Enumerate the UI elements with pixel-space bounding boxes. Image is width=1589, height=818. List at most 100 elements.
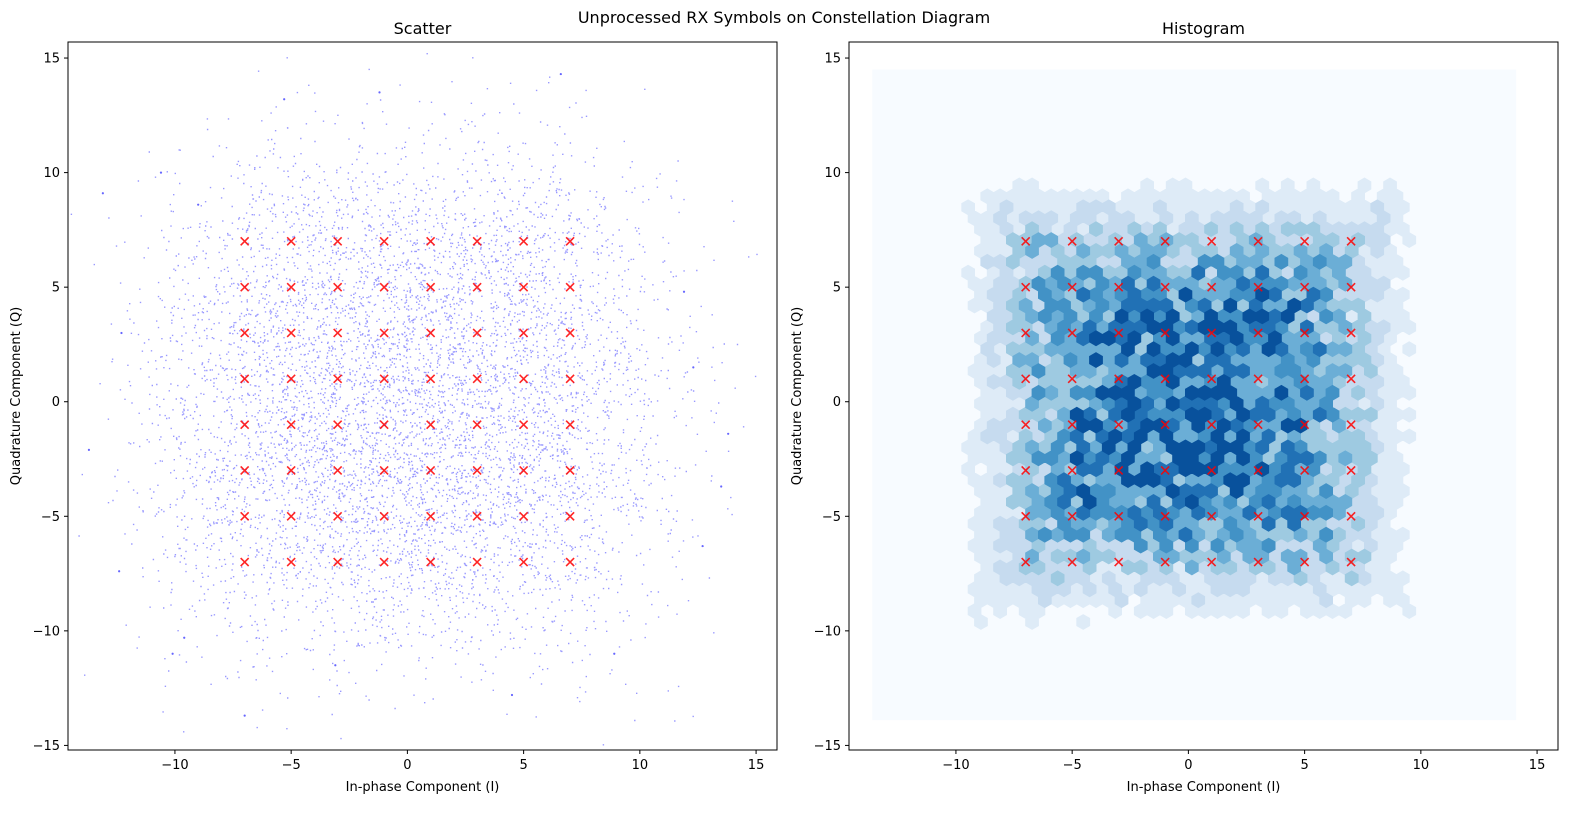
y-tick-label: 15	[824, 52, 841, 67]
reference-point-marker	[333, 557, 343, 567]
reference-point-marker	[1160, 465, 1170, 476]
reference-point-marker	[1114, 282, 1124, 292]
scatter-x-axis-label: In-phase Component (I)	[346, 780, 500, 795]
reference-point-marker	[379, 511, 389, 521]
reference-point-marker	[1253, 420, 1263, 430]
reference-point-marker	[426, 465, 436, 476]
reference-point-marker	[472, 420, 482, 430]
reference-point-marker	[519, 328, 529, 338]
reference-point-marker	[379, 374, 389, 384]
hexbin-density-level-1	[961, 177, 1417, 630]
outlier-point	[559, 72, 562, 76]
outlier-point	[283, 98, 286, 101]
histogram-axes-frame	[848, 41, 1559, 751]
reference-point-marker	[1067, 511, 1077, 521]
reference-point-marker	[1114, 328, 1124, 338]
outlier-point	[183, 636, 186, 639]
reference-point-marker	[1114, 420, 1124, 430]
outlier-point	[243, 714, 246, 717]
reference-point-marker	[379, 282, 389, 292]
reference-point-marker	[286, 511, 296, 521]
reference-point-marker	[565, 511, 575, 521]
reference-point-marker	[1114, 465, 1124, 476]
reference-point-marker	[1346, 328, 1356, 338]
reference-point-marker	[1160, 511, 1170, 521]
reference-point-marker	[333, 374, 343, 384]
reference-point-marker	[1300, 282, 1310, 292]
reference-point-marker	[1067, 420, 1077, 430]
reference-point-marker	[333, 465, 343, 476]
reference-point-marker	[1021, 328, 1031, 338]
reference-point-marker	[1021, 557, 1031, 567]
reference-point-marker	[1346, 557, 1356, 567]
reference-point-marker	[1021, 236, 1031, 246]
reference-point-marker	[379, 328, 389, 338]
reference-point-marker	[1160, 557, 1170, 567]
scatter-reference-points	[240, 236, 575, 567]
reference-point-marker	[1021, 374, 1031, 384]
reference-point-marker	[1067, 282, 1077, 292]
outlier-point	[378, 91, 381, 94]
reference-point-marker	[1207, 465, 1217, 476]
outlier-point	[334, 664, 337, 667]
scatter-panel: −10 −5 0 5 10 15 −15 −10 −5 0 5 10 15 Scatter In-ph…	[9, 19, 778, 795]
hexbin-density-level-7	[1069, 286, 1308, 510]
y-tick-label: 0	[833, 395, 841, 410]
reference-point-marker	[472, 511, 482, 521]
reference-point-marker	[333, 236, 343, 246]
figure-suptitle: Unprocessed RX Symbols on Constellation …	[578, 8, 990, 27]
scatter-axes-frame	[67, 41, 778, 751]
x-tick-label: 0	[403, 758, 411, 773]
reference-point-marker	[240, 236, 250, 246]
reference-point-marker	[333, 511, 343, 521]
reference-point-marker	[1346, 282, 1356, 292]
outlier-point	[701, 544, 704, 548]
y-tick-label: −10	[814, 624, 841, 639]
reference-point-marker	[1067, 236, 1077, 246]
hexbin-density-level-4	[1012, 232, 1353, 576]
histogram-panel: −10 −5 0 5 10 15 −15 −10 −5 0 5 10 15 Histogram In-…	[790, 19, 1559, 795]
reference-point-marker	[426, 511, 436, 521]
reference-point-marker	[1253, 465, 1263, 476]
reference-point-marker	[1114, 511, 1124, 521]
reference-point-marker	[426, 282, 436, 292]
reference-point-marker	[1207, 511, 1217, 521]
reference-point-marker	[240, 511, 250, 521]
reference-point-marker	[240, 420, 250, 430]
reference-point-marker	[519, 374, 529, 384]
reference-point-marker	[1067, 465, 1077, 476]
reference-point-marker	[1300, 511, 1310, 521]
reference-point-marker	[1021, 282, 1031, 292]
scatter-marks	[70, 53, 758, 746]
reference-point-marker	[1021, 511, 1031, 521]
reference-point-marker	[1160, 328, 1170, 338]
reference-point-marker	[519, 282, 529, 292]
histogram-reference-points	[1021, 236, 1356, 567]
outlier-point	[159, 171, 163, 174]
reference-point-marker	[519, 420, 529, 430]
reference-point-marker	[379, 465, 389, 476]
x-tick-label: 10	[1413, 758, 1430, 773]
reference-point-marker	[519, 236, 529, 246]
reference-point-marker	[1253, 511, 1263, 521]
reference-point-marker	[1300, 374, 1310, 384]
x-tick-label: −5	[282, 758, 301, 773]
reference-point-marker	[1253, 328, 1263, 338]
y-tick-label: 5	[52, 281, 60, 296]
reference-point-marker	[240, 374, 250, 384]
reference-point-marker	[240, 465, 250, 476]
reference-point-marker	[519, 557, 529, 567]
outlier-point	[197, 203, 200, 206]
outlier-point	[87, 448, 91, 451]
scatter-title: Scatter	[394, 19, 452, 38]
reference-point-marker	[565, 557, 575, 567]
reference-point-marker	[1346, 236, 1356, 246]
histogram-title: Histogram	[1162, 19, 1245, 38]
hexbin-density-level-6	[1057, 264, 1327, 543]
reference-point-marker	[1114, 557, 1124, 567]
y-tick-label: −5	[822, 510, 841, 525]
outlier-point	[727, 432, 730, 435]
y-tick-label: 10	[824, 166, 841, 181]
reference-point-marker	[426, 557, 436, 567]
